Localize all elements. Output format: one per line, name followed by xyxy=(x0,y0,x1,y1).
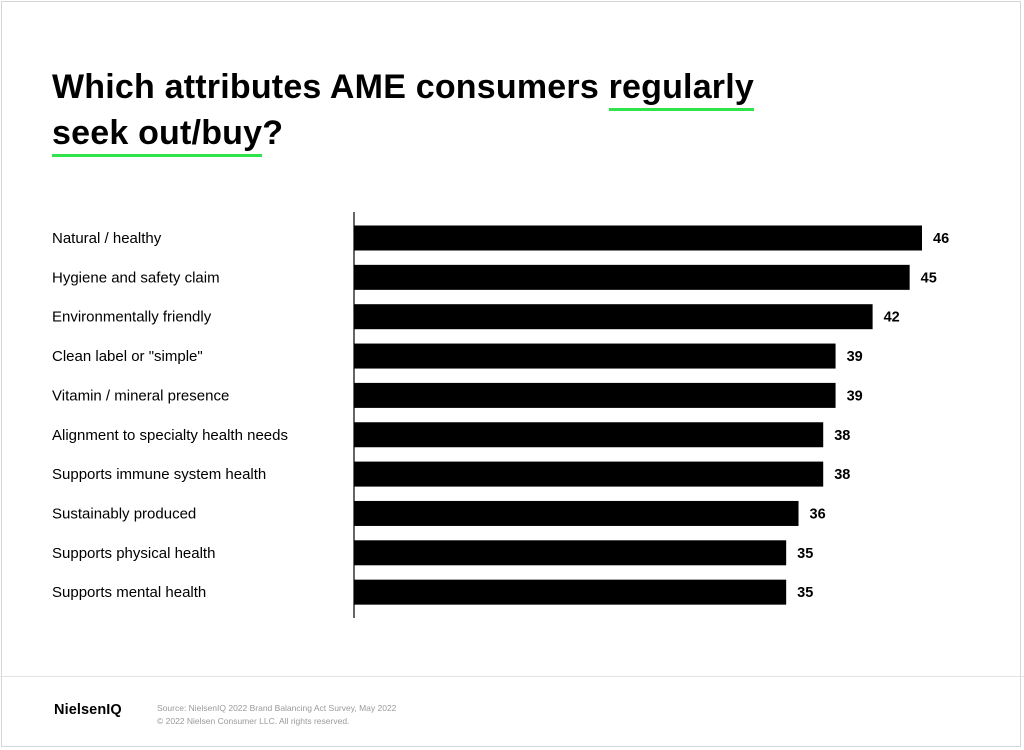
category-label: Clean label or "simple" xyxy=(52,348,203,365)
bar xyxy=(354,343,836,369)
category-label: Vitamin / mineral presence xyxy=(52,387,229,404)
value-label: 38 xyxy=(834,428,850,444)
category-label: Environmentally friendly xyxy=(52,309,212,326)
bar xyxy=(354,264,910,290)
bar xyxy=(354,382,836,408)
bar xyxy=(354,579,787,605)
source-text: Source: NielsenIQ 2022 Brand Balancing A… xyxy=(157,703,397,713)
bar xyxy=(354,304,873,330)
bar xyxy=(354,540,787,566)
footer-divider xyxy=(0,676,1024,677)
category-label: Supports mental health xyxy=(52,584,206,601)
title-part-1: Which attributes AME consumers xyxy=(52,68,609,106)
bar xyxy=(354,461,824,487)
value-label: 39 xyxy=(847,349,863,365)
source-note: Source: NielsenIQ 2022 Brand Balancing A… xyxy=(157,702,396,728)
value-label: 45 xyxy=(921,270,937,286)
category-label: Hygiene and safety claim xyxy=(52,269,220,286)
value-label: 35 xyxy=(797,546,813,562)
value-label: 39 xyxy=(847,388,863,404)
bar xyxy=(354,422,824,448)
bar xyxy=(354,225,922,251)
nielseniq-logo: NielsenIQ xyxy=(54,702,122,718)
title-highlight-1: regularly xyxy=(608,68,754,111)
copyright-text: © 2022 Nielsen Consumer LLC. All rights … xyxy=(157,716,350,726)
bar-chart: Natural / healthy 46 Hygiene and safety cl… xyxy=(52,212,949,618)
category-label: Natural / healthy xyxy=(52,230,162,247)
value-label: 46 xyxy=(933,231,949,247)
title-highlight-2: seek out/buy xyxy=(52,114,263,157)
value-label: 36 xyxy=(810,506,826,522)
value-label: 42 xyxy=(884,310,900,326)
chart-title: Which attributes AME consumers regularly… xyxy=(52,64,952,157)
value-label: 38 xyxy=(834,467,850,483)
value-label: 35 xyxy=(797,585,813,601)
category-label: Sustainably produced xyxy=(52,505,196,522)
title-part-2: ? xyxy=(262,114,284,152)
category-label: Supports immune system health xyxy=(52,466,266,483)
category-label: Alignment to specialty health needs xyxy=(52,427,288,444)
category-label: Supports physical health xyxy=(52,545,215,562)
bar xyxy=(354,500,799,526)
